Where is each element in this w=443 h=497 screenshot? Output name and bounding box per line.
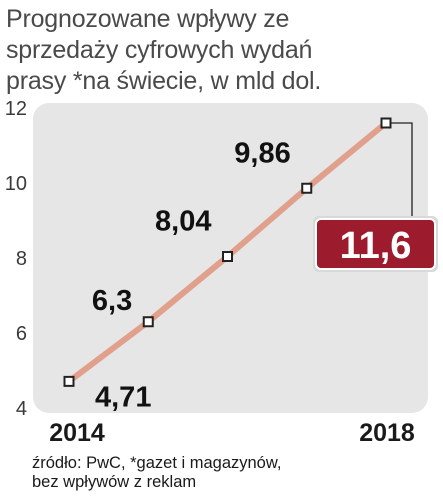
x-tick-label: 2018 — [359, 419, 415, 447]
highlight-value-label: 11,6 — [340, 225, 412, 267]
data-point-marker — [63, 375, 75, 387]
data-label: 4,71 — [95, 381, 151, 413]
data-point-marker — [222, 251, 233, 262]
chart-title-line-3: prasy *na świecie, w mld dol. — [6, 67, 322, 95]
y-tick-label: 12 — [5, 98, 27, 120]
y-tick-label: 6 — [16, 323, 27, 345]
y-tick-label: 4 — [16, 398, 27, 420]
data-point-marker — [142, 316, 154, 328]
y-tick-label: 10 — [5, 173, 27, 195]
data-label: 6,3 — [92, 285, 132, 317]
y-tick-label: 8 — [16, 248, 27, 270]
source-line-1: źródło: PwC, *gazet i magazynów, — [32, 454, 282, 472]
highlight-box — [315, 218, 436, 270]
data-point-marker — [380, 117, 392, 129]
chart-title-line-2: sprzedaży cyfrowych wydań — [6, 36, 313, 64]
data-label: 8,04 — [155, 206, 211, 238]
chart-title: Prognozowane wpływy ze sprzedaży cyfrowy… — [6, 4, 431, 97]
chart-title-line-1: Prognozowane wpływy ze — [6, 5, 290, 33]
data-label: 9,86 — [234, 137, 290, 169]
data-point-marker — [301, 182, 313, 194]
x-tick-label: 2014 — [49, 419, 105, 447]
source-note: źródło: PwC, *gazet i magazynów, bez wpł… — [32, 454, 432, 492]
source-line-2: bez wpływów z reklam — [32, 473, 197, 491]
